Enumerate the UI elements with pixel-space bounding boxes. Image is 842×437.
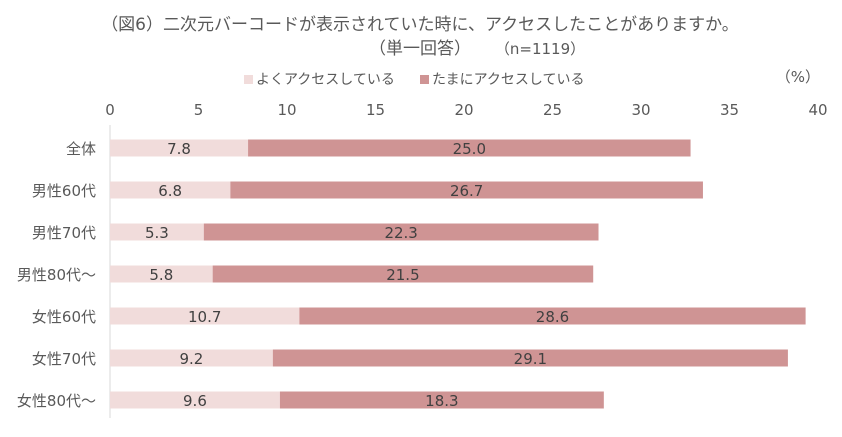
x-tick-label: 20 xyxy=(454,101,473,119)
bar-segment xyxy=(230,181,703,199)
data-label: 25.0 xyxy=(453,140,486,158)
data-label: 7.8 xyxy=(167,140,191,158)
category-label: 女性60代 xyxy=(32,308,96,326)
legend-swatch xyxy=(244,75,253,84)
bar-segment xyxy=(212,265,594,283)
category-label: 女性80代～ xyxy=(17,392,96,410)
category-label: 男性80代～ xyxy=(17,266,96,284)
x-tick-label: 25 xyxy=(543,101,562,119)
x-tick-label: 15 xyxy=(366,101,385,119)
data-label: 5.8 xyxy=(149,266,173,284)
legend: よくアクセスしている たまにアクセスしている xyxy=(244,72,584,88)
bar-segment xyxy=(110,349,273,367)
category-label: 男性60代 xyxy=(32,182,96,200)
category-label: 女性70代 xyxy=(32,350,96,368)
data-label: 22.3 xyxy=(384,224,417,242)
bar-segment xyxy=(248,139,691,157)
data-label: 29.1 xyxy=(514,350,547,368)
data-label: 6.8 xyxy=(158,182,182,200)
bar-segment xyxy=(110,181,231,199)
bar-segment xyxy=(279,391,604,409)
bars-group: 全体 7.8 25.0 男性60代 6.8 26.7 男性70代 5.3 22.3 男性80代～ 5… xyxy=(17,139,806,410)
category-label: 男性70代 xyxy=(32,224,96,242)
chart-title-line1: （図6）二次元バーコードが表示されていた時に、アクセスしたことがありますか。 xyxy=(101,15,739,35)
bar-segment xyxy=(110,223,204,241)
legend-label: たまにアクセスしている xyxy=(432,72,584,88)
data-label: 26.7 xyxy=(450,182,483,200)
data-label: 18.3 xyxy=(425,392,458,410)
legend-swatch xyxy=(420,75,429,84)
bar-segment xyxy=(110,265,213,283)
data-label: 9.6 xyxy=(183,392,207,410)
x-tick-label: 5 xyxy=(194,101,204,119)
x-tick-label: 35 xyxy=(720,101,739,119)
bar-segment xyxy=(272,349,788,367)
bar-segment xyxy=(110,391,280,409)
category-label: 全体 xyxy=(66,140,96,158)
bar-segment xyxy=(299,307,806,325)
chart-title-line2: （単一回答） xyxy=(369,39,471,59)
x-tick-label: 30 xyxy=(631,101,650,119)
bar-segment xyxy=(110,307,300,325)
x-tick-label: 10 xyxy=(277,101,296,119)
data-label: 9.2 xyxy=(179,350,203,368)
data-label: 5.3 xyxy=(145,224,169,242)
x-tick-label: 40 xyxy=(808,101,827,119)
sample-size-label: （n=1119） xyxy=(495,40,585,58)
data-label: 28.6 xyxy=(536,308,569,326)
data-label: 10.7 xyxy=(188,308,221,326)
bar-segment xyxy=(110,139,249,157)
x-tick-label: 0 xyxy=(105,101,115,119)
bar-segment xyxy=(203,223,599,241)
legend-label: よくアクセスしている xyxy=(256,72,395,88)
data-label: 21.5 xyxy=(386,266,419,284)
unit-label: （%） xyxy=(776,68,820,86)
